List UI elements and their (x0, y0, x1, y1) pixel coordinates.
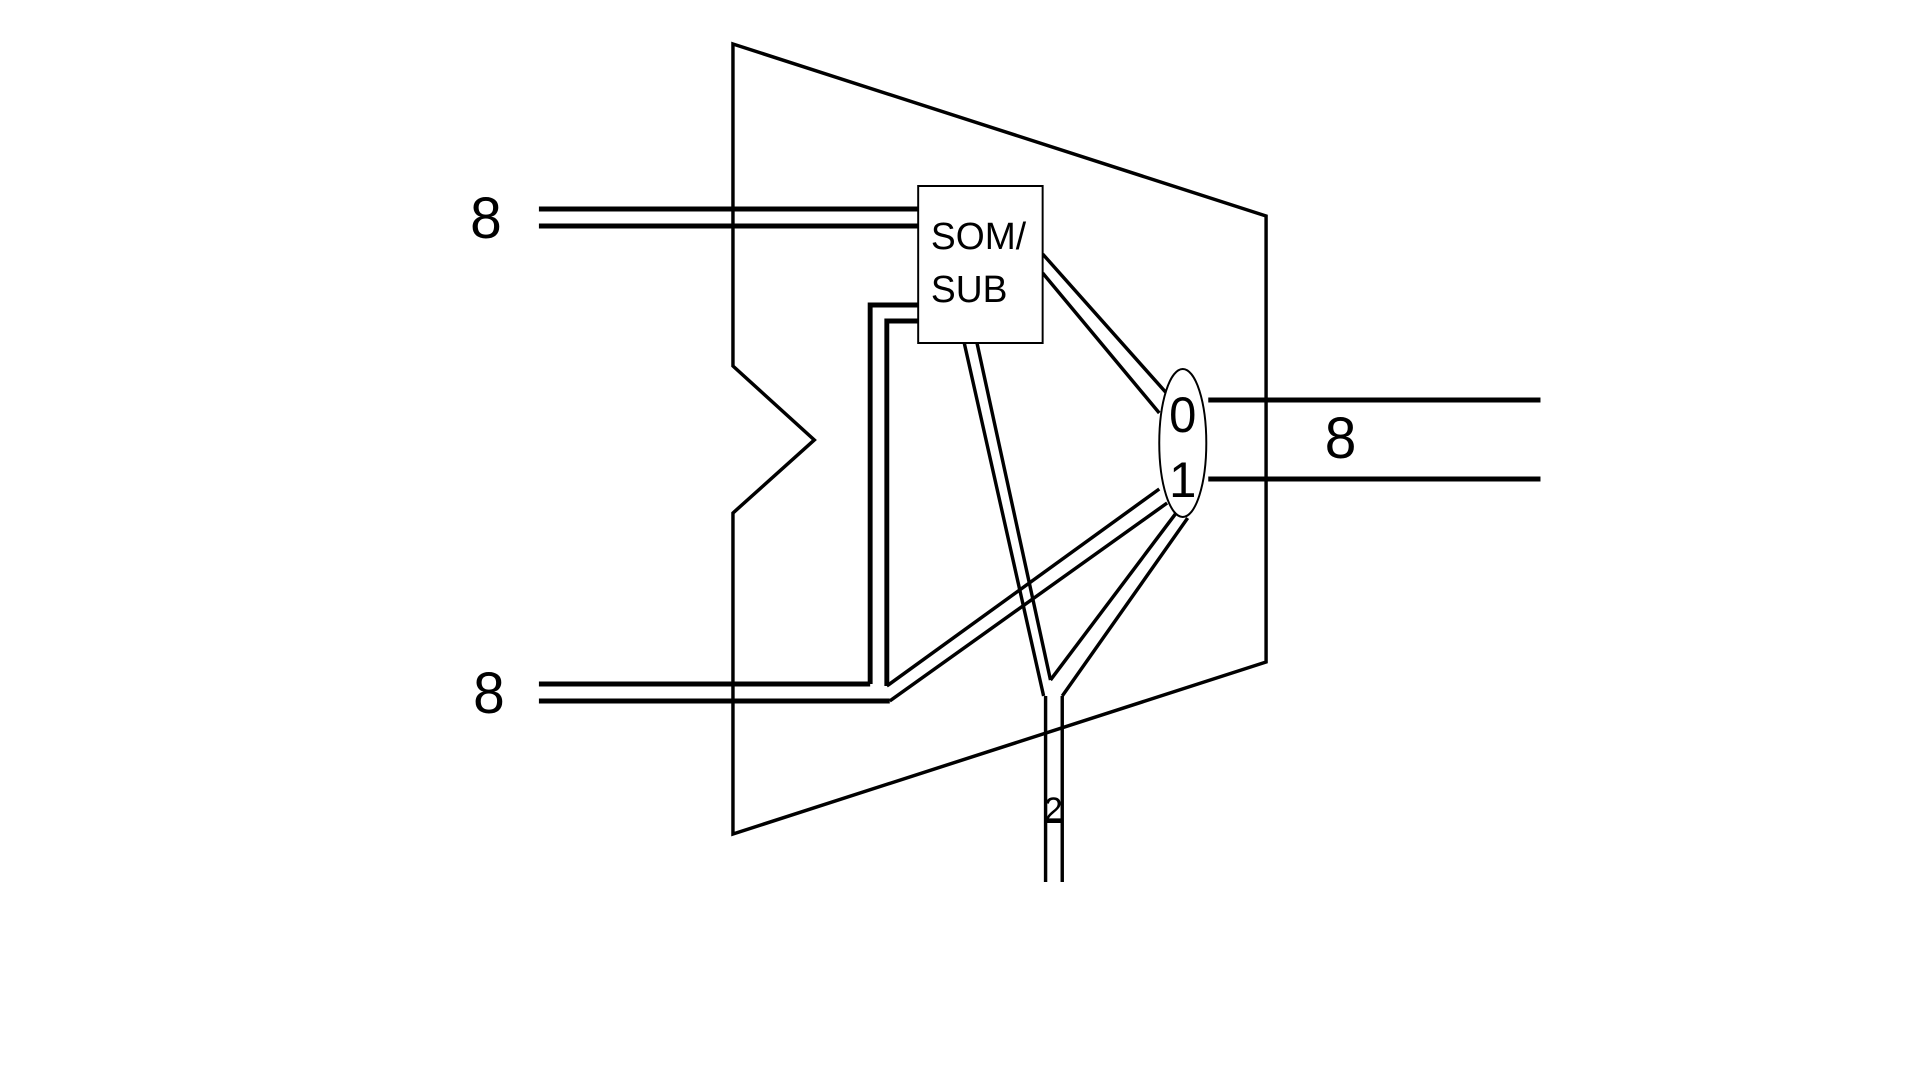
adder-control-bus (962, 342, 1053, 697)
input-a-bus (538, 206, 920, 229)
mux-input0-label: 0 (1169, 388, 1196, 444)
diagram-content: 8 8 2 SOM/ SUB 0 1 (470, 41, 1541, 882)
mux-ellipse (1158, 368, 1208, 518)
adder-block (917, 185, 1044, 344)
input-a-width-label: 8 (470, 186, 502, 251)
output-bus (1208, 397, 1541, 482)
adder-label-line1: SOM/ (931, 215, 1027, 257)
select-bus-vertical (1043, 696, 1064, 882)
mux-select-bus (1049, 510, 1190, 698)
input-b-bus (538, 681, 890, 704)
select-width-label: 2 (1044, 792, 1063, 829)
adder-to-mux-bus (1041, 252, 1171, 415)
input-b-to-mux-bus (885, 487, 1169, 703)
output-width-label: 8 (1325, 406, 1357, 471)
input-b-to-adder-bus (867, 302, 920, 686)
alu-body-outline (731, 41, 1268, 837)
input-b-width-label: 8 (473, 661, 505, 726)
adder-label-line2: SUB (931, 268, 1008, 310)
mux-input1-label: 1 (1169, 453, 1196, 509)
